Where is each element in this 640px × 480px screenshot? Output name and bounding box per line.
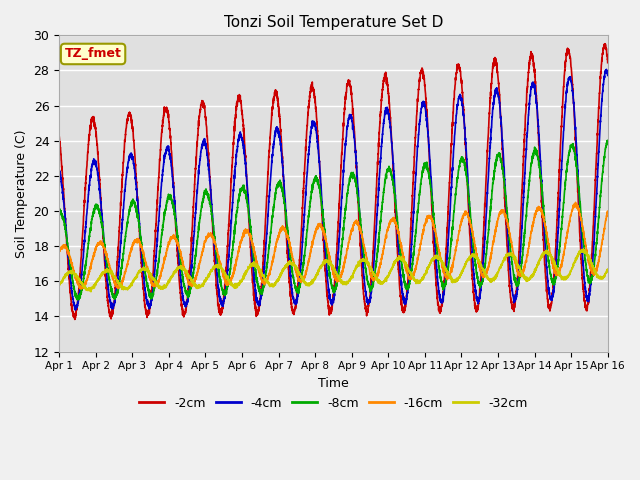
-16cm	[456, 222, 464, 228]
-2cm	[71, 317, 79, 323]
-4cm	[604, 68, 611, 74]
-2cm	[488, 80, 495, 86]
-16cm	[313, 224, 321, 230]
-32cm	[579, 246, 587, 252]
-32cm	[604, 267, 611, 273]
-8cm	[426, 177, 434, 183]
-4cm	[604, 72, 612, 78]
-8cm	[74, 297, 81, 303]
Line: -16cm: -16cm	[59, 203, 608, 289]
-16cm	[426, 213, 434, 219]
-4cm	[603, 67, 611, 72]
-4cm	[71, 307, 79, 313]
-4cm	[456, 93, 464, 98]
-2cm	[313, 119, 321, 125]
Line: -8cm: -8cm	[59, 140, 608, 300]
-2cm	[426, 167, 434, 172]
-2cm	[456, 68, 464, 74]
-16cm	[154, 279, 162, 285]
-8cm	[604, 140, 611, 145]
-32cm	[488, 278, 495, 284]
-16cm	[604, 209, 611, 215]
Y-axis label: Soil Temperature (C): Soil Temperature (C)	[15, 129, 28, 258]
-8cm	[488, 196, 495, 202]
-2cm	[604, 52, 611, 58]
-8cm	[604, 139, 612, 145]
-32cm	[313, 270, 321, 276]
-8cm	[154, 264, 162, 269]
-16cm	[77, 286, 85, 292]
Line: -2cm: -2cm	[59, 44, 608, 320]
-16cm	[572, 200, 579, 205]
-4cm	[154, 228, 162, 234]
-2cm	[601, 41, 609, 47]
Legend: -2cm, -4cm, -8cm, -16cm, -32cm: -2cm, -4cm, -8cm, -16cm, -32cm	[134, 392, 532, 415]
-2cm	[154, 188, 162, 193]
-2cm	[55, 133, 63, 139]
-32cm	[426, 260, 434, 266]
-4cm	[313, 133, 321, 139]
-4cm	[488, 124, 495, 130]
-16cm	[55, 249, 63, 254]
Title: Tonzi Soil Temperature Set D: Tonzi Soil Temperature Set D	[224, 15, 443, 30]
-32cm	[55, 282, 63, 288]
-8cm	[604, 137, 611, 143]
X-axis label: Time: Time	[318, 377, 349, 390]
-16cm	[488, 250, 495, 256]
Line: -4cm: -4cm	[59, 70, 608, 310]
-4cm	[55, 167, 63, 172]
-32cm	[154, 282, 162, 288]
-4cm	[426, 157, 434, 163]
-32cm	[87, 289, 95, 295]
-8cm	[55, 208, 63, 214]
-16cm	[604, 209, 612, 215]
-8cm	[313, 175, 321, 181]
-32cm	[456, 272, 464, 277]
-2cm	[604, 60, 612, 66]
-8cm	[456, 158, 464, 164]
Text: TZ_fmet: TZ_fmet	[65, 48, 122, 60]
-32cm	[604, 267, 612, 273]
Line: -32cm: -32cm	[59, 249, 608, 292]
